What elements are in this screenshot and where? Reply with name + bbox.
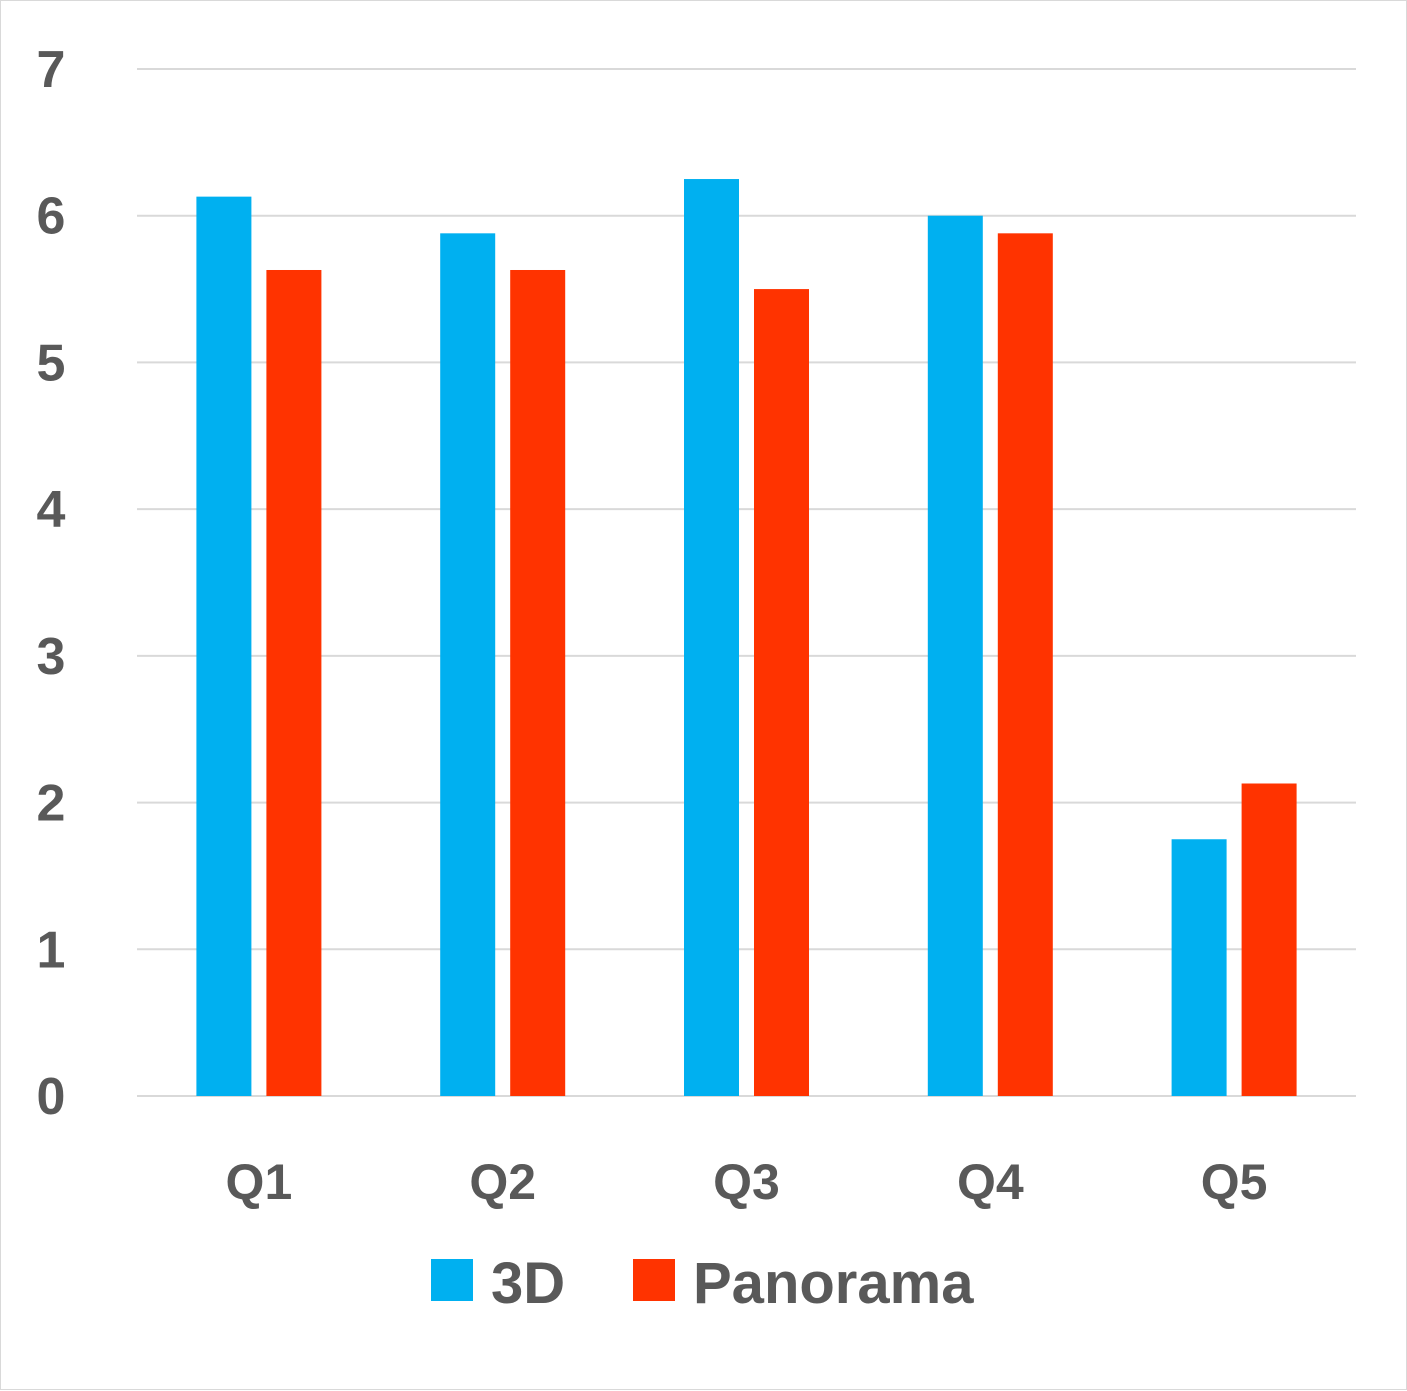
y-tick-label: 1 xyxy=(37,921,66,979)
y-tick-label: 2 xyxy=(37,775,66,833)
bar-3d-q2 xyxy=(440,233,496,1096)
legend-swatch-3d xyxy=(431,1259,473,1301)
bar-panorama-q1 xyxy=(266,269,322,1097)
x-tick-label: Q2 xyxy=(469,1154,536,1210)
y-tick-label: 3 xyxy=(37,628,66,686)
bar-panorama-q5 xyxy=(1241,783,1297,1096)
y-tick-label: 0 xyxy=(37,1068,66,1126)
gridlines xyxy=(137,68,1356,1097)
y-tick-label: 7 xyxy=(37,41,66,99)
legend-swatch-panorama xyxy=(633,1259,675,1301)
legend-label-3d: 3D xyxy=(491,1251,565,1316)
bar-panorama-q3 xyxy=(754,289,809,1097)
y-axis-ticks: 0 1 2 3 4 5 6 7 xyxy=(37,41,66,1126)
y-tick-label: 4 xyxy=(37,481,66,539)
bar-panorama-q2 xyxy=(510,269,566,1097)
legend: 3D Panorama xyxy=(431,1251,974,1316)
bars xyxy=(196,179,1297,1097)
x-tick-label: Q5 xyxy=(1201,1154,1268,1210)
bar-3d-q5 xyxy=(1171,839,1227,1096)
y-tick-label: 5 xyxy=(37,334,66,392)
bar-3d-q1 xyxy=(196,196,252,1097)
legend-label-panorama: Panorama xyxy=(693,1251,974,1316)
x-tick-label: Q1 xyxy=(226,1154,293,1210)
x-tick-label: Q4 xyxy=(957,1154,1024,1210)
x-axis-ticks: Q1 Q2 Q3 Q4 Q5 xyxy=(226,1154,1268,1210)
bar-3d-q4 xyxy=(927,215,983,1096)
x-tick-label: Q3 xyxy=(713,1154,780,1210)
bar-panorama-q4 xyxy=(997,233,1053,1096)
bar-3d-q3 xyxy=(684,179,739,1097)
y-tick-label: 6 xyxy=(37,188,66,246)
